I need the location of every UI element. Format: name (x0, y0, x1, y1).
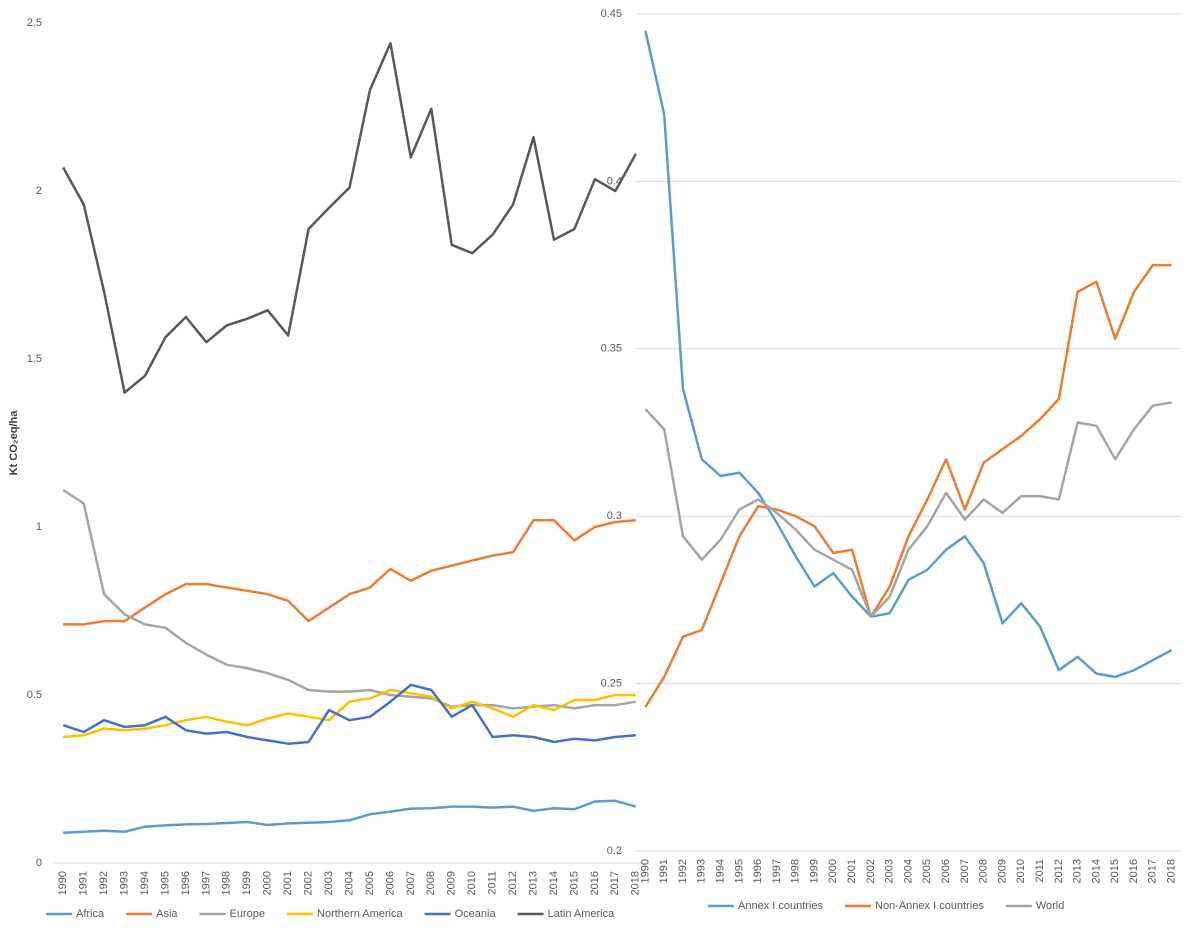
x-tick-label: 2009 (996, 859, 1008, 883)
x-tick-label: 2018 (1166, 859, 1178, 883)
x-tick-label: 1992 (98, 871, 110, 895)
y-tick-label: 0.35 (601, 343, 622, 355)
y-tick-label: 1 (36, 521, 42, 533)
y-tick-label: 0.2 (607, 845, 622, 857)
x-tick-label: 1993 (696, 859, 708, 883)
x-tick-label: 2005 (364, 871, 376, 895)
x-tick-label: 2010 (1015, 859, 1027, 883)
x-tick-label: 2015 (1109, 859, 1121, 883)
x-tick-label: 2008 (425, 871, 437, 895)
legend-label: Non-Annex I countries (875, 900, 984, 912)
legend-label: Annex I countries (738, 900, 823, 912)
legend-label: Europe (230, 908, 265, 920)
x-tick-label: 2003 (323, 871, 335, 895)
x-tick-label: 2011 (1034, 859, 1046, 883)
x-tick-label: 2011 (487, 871, 499, 895)
x-tick-label: 2004 (343, 871, 355, 895)
legend-label: World (1036, 900, 1065, 912)
series-line (63, 688, 636, 739)
x-tick-label: 2004 (902, 859, 914, 883)
y-tick-label: 0.45 (601, 8, 622, 20)
x-tick-label: 2005 (921, 859, 933, 883)
x-tick-label: 2002 (865, 859, 877, 883)
x-tick-label: 1996 (180, 871, 192, 895)
x-tick-label: 2010 (466, 871, 478, 895)
x-tick-label: 2015 (568, 871, 580, 895)
series-line (62, 683, 636, 745)
y-tick-label: 0 (36, 857, 42, 869)
x-tick-label: 1996 (752, 859, 764, 883)
x-tick-label: 2008 (978, 859, 990, 883)
legend-label: Asia (156, 908, 178, 920)
series-line (63, 519, 636, 626)
x-tick-label: 1995 (159, 871, 171, 895)
x-tick-label: 2001 (846, 859, 858, 883)
x-tick-label: 1992 (677, 859, 689, 883)
series-line (644, 30, 1173, 679)
x-tick-label: 2006 (940, 859, 952, 883)
x-tick-label: 1995 (733, 859, 745, 883)
x-tick-label: 2007 (405, 871, 417, 895)
y-tick-label: 2 (36, 185, 42, 197)
x-tick-label: 1990 (57, 871, 69, 895)
x-tick-label: 2003 (884, 859, 896, 883)
x-tick-label: 2014 (1090, 859, 1102, 883)
x-tick-label: 1997 (771, 859, 783, 883)
series-line (644, 401, 1172, 618)
x-tick-label: 2018 (630, 871, 642, 895)
y-tick-label: 0.5 (27, 689, 42, 701)
x-tick-label: 1999 (808, 859, 820, 883)
x-tick-label: 1998 (221, 871, 233, 895)
y-tick-label: 0.3 (607, 510, 622, 522)
x-tick-label: 2001 (282, 871, 294, 895)
x-tick-label: 2013 (527, 871, 539, 895)
x-tick-label: 2012 (1053, 859, 1065, 883)
x-tick-label: 2012 (507, 871, 519, 895)
y-tick-label: 0.25 (601, 678, 622, 690)
x-tick-label: 1991 (658, 859, 670, 883)
x-tick-label: 1997 (200, 871, 212, 895)
y-axis-label: Kt CO₂eq/ha (8, 410, 20, 476)
x-tick-label: 1994 (714, 859, 726, 883)
series-line (62, 41, 637, 394)
series-line (62, 488, 637, 710)
x-tick-label: 2000 (262, 871, 274, 895)
x-tick-label: 1991 (78, 871, 90, 895)
y-tick-label: 1.5 (27, 353, 42, 365)
legend-label: Northern America (317, 908, 403, 920)
x-tick-label: 1999 (241, 871, 253, 895)
series-line (644, 263, 1172, 708)
x-tick-label: 2002 (303, 871, 315, 895)
x-tick-label: 2016 (1128, 859, 1140, 883)
x-tick-label: 2009 (446, 871, 458, 895)
legend-label: Oceania (455, 908, 497, 920)
x-tick-label: 2014 (548, 871, 560, 895)
y-tick-label: 2.5 (27, 17, 42, 29)
legend-label: Latin America (548, 908, 616, 920)
x-tick-label: 1993 (118, 871, 130, 895)
y-tick-label: 0.4 (607, 175, 622, 187)
x-tick-label: 1990 (639, 859, 651, 883)
x-tick-label: 2017 (1147, 859, 1159, 883)
x-tick-label: 2017 (609, 871, 621, 895)
x-tick-label: 2007 (959, 859, 971, 883)
x-tick-label: 2006 (384, 871, 396, 895)
x-tick-label: 2016 (589, 871, 601, 895)
x-tick-label: 1994 (139, 871, 151, 895)
series-line (63, 799, 637, 835)
legend-label: Africa (76, 908, 105, 920)
x-tick-label: 2013 (1072, 859, 1084, 883)
x-tick-label: 1998 (790, 859, 802, 883)
x-tick-label: 2000 (827, 859, 839, 883)
